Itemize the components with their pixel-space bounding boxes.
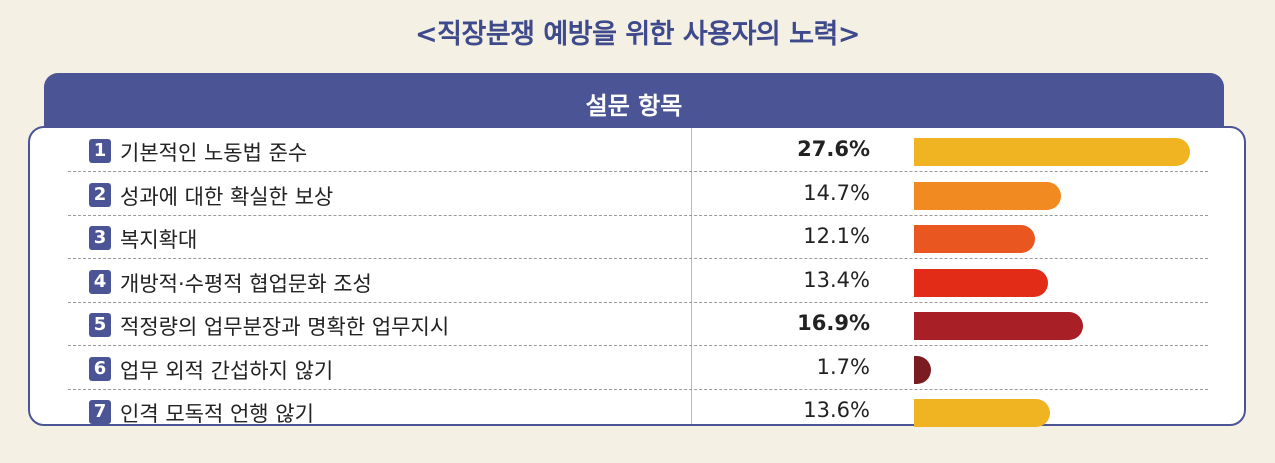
item-number-badge: 5 [89, 313, 111, 337]
survey-row: 2 성과에 대한 확실한 보상 14.7% [68, 174, 1208, 216]
chart-title: <직장분쟁 예방을 위한 사용자의 노력> [415, 19, 860, 50]
survey-row: 6 업무 외적 간섭하지 않기 1.7% [68, 348, 1208, 390]
item-number-badge: 4 [89, 269, 111, 294]
row-separator [68, 171, 1208, 172]
item-percentage: 13.6% [803, 398, 870, 422]
row-separator [68, 301, 1208, 303]
survey-row: 1 기본적인 노동법 준수 27.6% [68, 130, 1208, 172]
item-percentage: 1.7% [816, 354, 870, 379]
item-label: 기본적인 노동법 준수 [120, 141, 308, 165]
row-separator [68, 214, 1208, 216]
bar-mark [914, 225, 1035, 253]
bar-mark [914, 312, 1083, 340]
item-label: 개방적·수평적 협업문화 조성 [120, 271, 372, 296]
item-number-badge: 2 [89, 182, 111, 207]
survey-row: 3 복지확대 12.1% [68, 217, 1208, 259]
item-label: 성과에 대한 확실한 보상 [120, 184, 334, 209]
item-percentage: 14.7% [803, 180, 870, 205]
item-number-badge: 3 [89, 226, 111, 250]
item-number-badge: 6 [89, 356, 111, 381]
item-label: 업무 외적 간섭하지 않기 [120, 358, 334, 383]
item-label: 복지확대 [120, 228, 198, 252]
bar-mark [914, 138, 1190, 166]
row-separator [68, 258, 1208, 259]
item-number-badge: 7 [89, 400, 111, 424]
bar-mark [914, 181, 1061, 210]
item-percentage: 13.4% [803, 267, 870, 292]
survey-row: 5 적정량의 업무분장과 명확한 업무지시 16.9% [68, 304, 1208, 346]
bar-mark [914, 355, 931, 384]
survey-row: 4 개방적·수평적 협업문화 조성 13.4% [68, 261, 1208, 303]
item-percentage: 12.1% [803, 224, 870, 248]
bar-mark [914, 399, 1050, 427]
item-percentage: 27.6% [797, 137, 870, 161]
table-header: 설문 항목 [44, 73, 1224, 131]
bar-mark [914, 268, 1048, 297]
row-separator [68, 388, 1208, 390]
item-label: 적정량의 업무분장과 명확한 업무지시 [120, 315, 450, 339]
item-percentage: 16.9% [797, 311, 870, 335]
item-label: 인격 모독적 언행 않기 [120, 402, 314, 426]
survey-row: 7 인격 모독적 언행 않기 13.6% [68, 391, 1208, 433]
column-divider [691, 128, 692, 424]
item-number-badge: 1 [89, 139, 111, 163]
table-header-label: 설문 항목 [585, 92, 683, 120]
row-separator [68, 345, 1208, 346]
